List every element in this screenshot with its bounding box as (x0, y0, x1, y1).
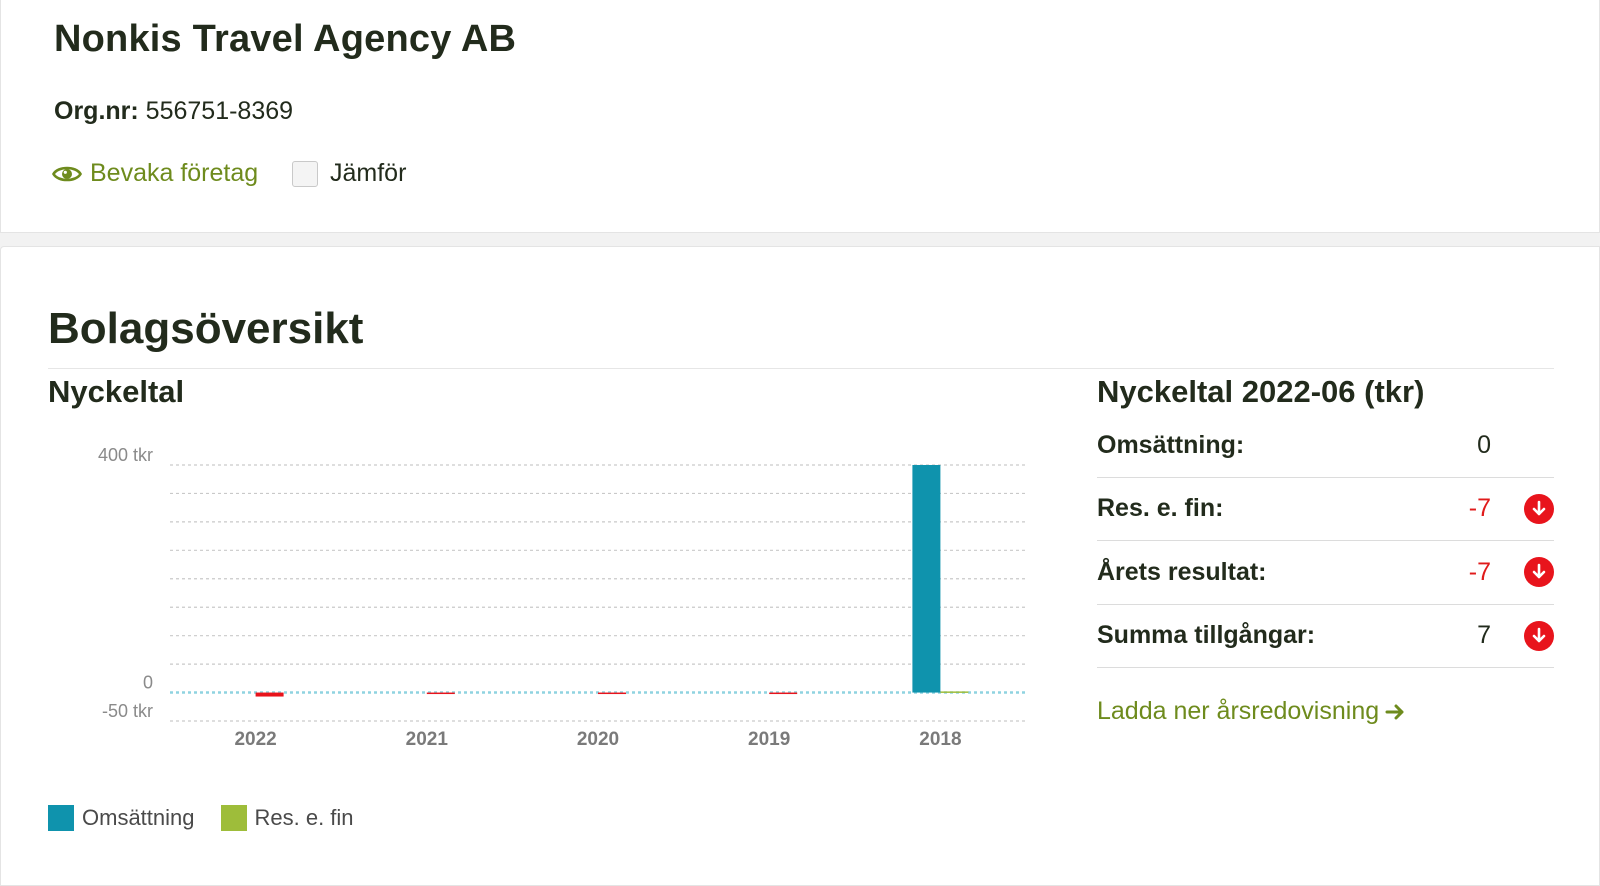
kpi-row-summa-tillgangar: Summa tillgångar: 7 (1097, 605, 1554, 668)
kpi-label: Omsättning: (1097, 430, 1245, 459)
kpi-value: 0 (1477, 430, 1491, 459)
kpi-label: Res. e. fin: (1097, 494, 1224, 523)
legend-item-res-e-fin[interactable]: Res. e. fin (220, 805, 354, 831)
compare-label: Jämför (330, 159, 407, 187)
eye-icon (52, 166, 82, 181)
kpi-table: Omsättning: 0 Res. e. fin: -7 Årets resu… (1097, 414, 1554, 668)
legend-label-omsattning: Omsättning (82, 805, 195, 830)
legend-item-omsattning[interactable]: Omsättning (48, 805, 195, 831)
x-tick-label: 2021 (406, 729, 449, 750)
download-annual-report-link[interactable]: Ladda ner årsredovisning (1097, 697, 1407, 726)
chart-legend: Omsättning Res. e. fin (48, 805, 354, 831)
compare-toggle[interactable]: Jämför (292, 159, 406, 188)
kpi-value: 7 (1477, 621, 1491, 650)
bar-res-e-fin-2020 (598, 692, 626, 695)
kpi-row-omsattning: Omsättning: 0 (1097, 414, 1554, 478)
kpi-row-res-e-fin: Res. e. fin: -7 (1097, 478, 1554, 541)
overview-card (0, 246, 1600, 886)
org-number: Org.nr: 556751-8369 (54, 97, 293, 126)
bar-res-e-fin-2018 (940, 691, 969, 693)
chart-title: Nyckeltal (48, 374, 185, 409)
company-header-card (0, 0, 1600, 233)
legend-swatch-omsattning (48, 805, 74, 831)
bar-omsattning-2018 (912, 465, 941, 693)
key-figures-chart: 400 tkr 0 -50 tkr 2022 2021 2020 2019 2018 (98, 445, 1026, 750)
kpi-label: Summa tillgångar: (1097, 621, 1316, 650)
kpi-row-arets-resultat: Årets resultat: -7 (1097, 541, 1554, 605)
y-tick-label: 400 tkr (98, 445, 153, 465)
bar-res-e-fin-2019 (769, 692, 798, 695)
company-name: Nonkis Travel Agency AB (54, 18, 517, 60)
legend-swatch-res-e-fin (220, 805, 247, 831)
legend-label-res-e-fin: Res. e. fin (254, 805, 354, 830)
org-value: 556751-8369 (145, 97, 294, 125)
org-label: Org.nr: (54, 97, 139, 125)
kpi-value: -7 (1468, 494, 1491, 523)
x-tick-label: 2019 (748, 729, 790, 750)
x-tick-label: 2020 (577, 729, 619, 750)
x-tick-label: 2018 (919, 729, 961, 750)
watch-label: Bevaka företag (90, 159, 259, 187)
kpi-title: Nyckeltal 2022-06 (tkr) (1097, 374, 1425, 409)
bar-res-e-fin-2021 (426, 692, 455, 695)
arrow-down-icon (1524, 493, 1554, 524)
bar-res-e-fin-2022 (255, 692, 284, 697)
arrow-right-icon (1385, 704, 1404, 719)
kpi-value: -7 (1468, 557, 1491, 586)
download-label: Ladda ner årsredovisning (1097, 697, 1380, 725)
section-title: Bolagsöversikt (48, 304, 364, 353)
arrow-down-icon (1524, 557, 1554, 588)
y-tick-label: 0 (143, 673, 153, 693)
x-tick-label: 2022 (234, 729, 276, 750)
kpi-label: Årets resultat: (1097, 557, 1267, 586)
y-tick-label: -50 tkr (102, 701, 153, 721)
watch-company-button[interactable]: Bevaka företag (52, 159, 258, 188)
compare-checkbox[interactable] (292, 160, 318, 187)
section-divider (48, 368, 1554, 369)
arrow-down-icon (1524, 620, 1554, 651)
